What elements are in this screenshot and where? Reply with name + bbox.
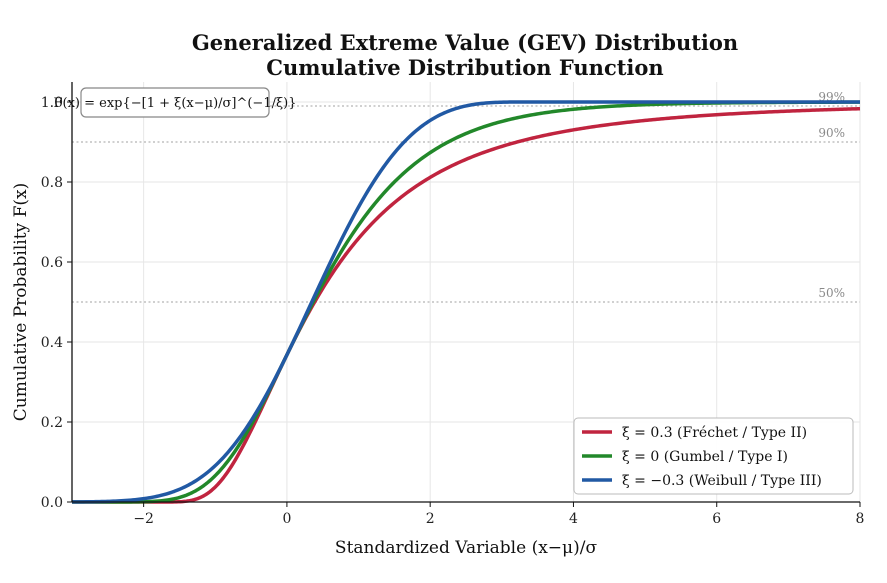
x-tick-label-1: 0 [282,511,291,527]
x-tick-label-0: −2 [133,511,154,527]
reference-label-90pct: 90% [818,126,845,140]
y-axis-label: Cumulative Probability F(x) [11,183,31,421]
tick-labels: −2 0 2 4 6 8 0.0 0.2 0.4 0.6 0.8 1.0 [41,95,865,527]
y-tick-label-1: 0.2 [41,415,63,431]
chart-title-line1: Generalized Extreme Value (GEV) Distribu… [192,30,738,55]
x-tick-label-2: 2 [426,511,435,527]
formula-box: F(x) = exp{−[1 + ξ(x−μ)/σ]^(−1/ξ)} [54,87,297,118]
legend-label-weibull: ξ = −0.3 (Weibull / Type III) [622,473,822,489]
formula-text: F(x) = exp{−[1 + ξ(x−μ)/σ]^(−1/ξ)} [54,96,297,111]
y-tick-label-4: 0.8 [41,175,63,191]
x-tick-label-4: 6 [712,511,721,527]
x-tick-label-3: 4 [569,511,578,527]
reference-label-50pct: 50% [818,286,845,300]
legend-frame [573,417,854,495]
series-line-frechet [72,106,861,504]
chart-title-line2: Cumulative Distribution Function [266,55,663,80]
legend-label-gumbel: ξ = 0 (Gumbel / Type I) [622,449,788,465]
legend-label-frechet: ξ = 0.3 (Fréchet / Type II) [622,425,807,441]
y-tick-label-2: 0.4 [41,335,63,351]
formula-box-frame [80,87,270,118]
y-tick-label-3: 0.6 [41,255,63,271]
axes [67,82,861,507]
legend: ξ = 0.3 (Fréchet / Type II) ξ = 0 (Gumbe… [573,417,854,495]
reference-lines: 50%90%99% [72,90,860,303]
series-line-weibull [71,100,860,504]
series-lines [71,100,861,504]
x-tick-label-5: 8 [856,511,865,527]
y-tick-label-5: 1.0 [41,95,63,111]
x-axis-label: Standardized Variable (x−μ)/σ [335,538,598,558]
y-tick-label-0: 0.0 [41,495,63,511]
